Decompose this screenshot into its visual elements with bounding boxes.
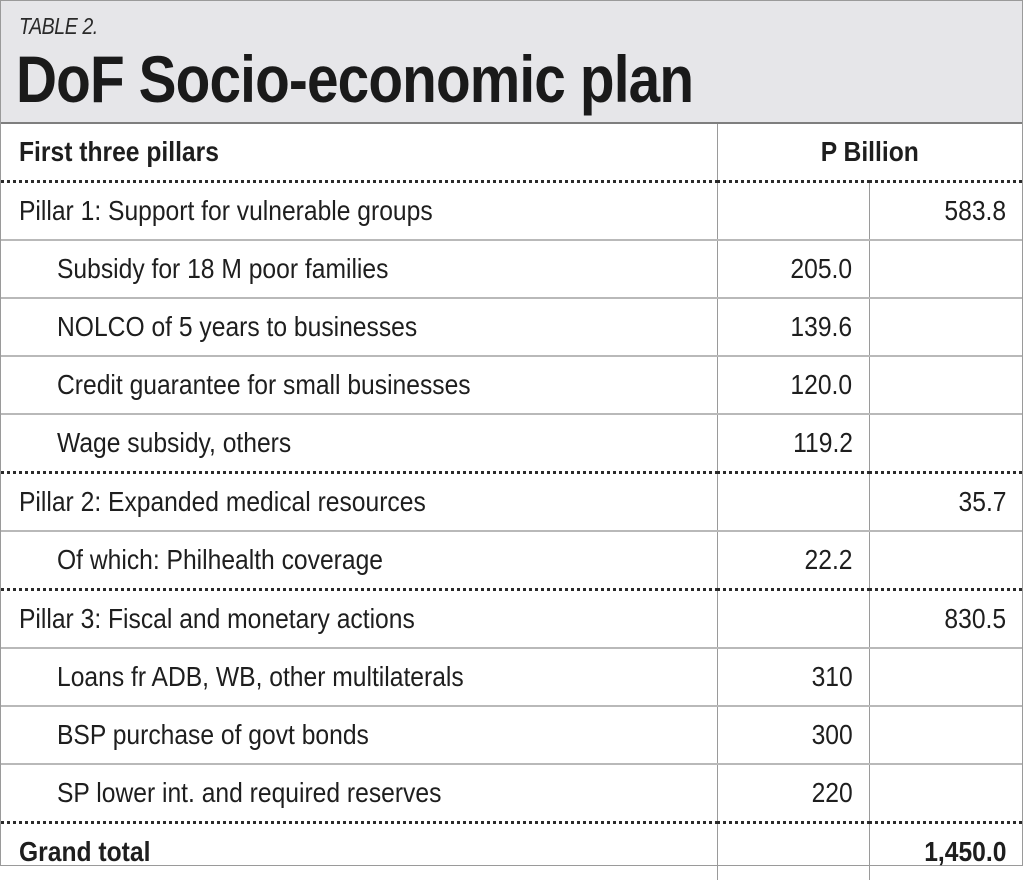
component-value: 300	[717, 706, 869, 764]
component-value	[717, 182, 869, 241]
pillar-total-value	[869, 648, 1022, 706]
row-label: BSP purchase of govt bonds	[1, 706, 717, 764]
component-value: 205.0	[717, 240, 869, 298]
grand-total-value: 1,450.0	[869, 823, 1022, 880]
row-label: Of which: Philhealth coverage	[1, 531, 717, 590]
socio-economic-plan-table: First three pillars P Billion Pillar 1: …	[1, 124, 1022, 880]
pillar-total-value	[869, 706, 1022, 764]
pillar-total-value	[869, 356, 1022, 414]
component-value: 119.2	[717, 414, 869, 473]
column-header-pillars: First three pillars	[1, 124, 717, 182]
table-number: TABLE 2.	[19, 13, 98, 40]
row-label: Pillar 3: Fiscal and monetary actions	[1, 590, 717, 649]
row-label: NOLCO of 5 years to businesses	[1, 298, 717, 356]
component-value: 139.6	[717, 298, 869, 356]
column-header-row: First three pillars P Billion	[1, 124, 1022, 182]
pillar-row: Pillar 1: Support for vulnerable groups 5…	[1, 182, 1022, 241]
pillar-total-value	[869, 531, 1022, 590]
table-header: TABLE 2. DoF Socio-economic plan	[1, 1, 1022, 124]
pillar-total-value	[869, 298, 1022, 356]
pillar-row: Pillar 3: Fiscal and monetary actions 830…	[1, 590, 1022, 649]
pillar-total-value	[869, 240, 1022, 298]
grand-total-row: Grand total 1,450.0	[1, 823, 1022, 880]
grand-total-component-cell	[717, 823, 869, 880]
column-header-unit: P Billion	[717, 124, 1022, 182]
row-label: Subsidy for 18 M poor families	[1, 240, 717, 298]
component-value	[717, 473, 869, 532]
row-label: Loans fr ADB, WB, other multilaterals	[1, 648, 717, 706]
row-label: Wage subsidy, others	[1, 414, 717, 473]
pillar-total-value: 830.5	[869, 590, 1022, 649]
pillar-total-value: 35.7	[869, 473, 1022, 532]
component-value: 220	[717, 764, 869, 823]
component-value: 22.2	[717, 531, 869, 590]
pillar-total-value: 583.8	[869, 182, 1022, 241]
pillar-total-value	[869, 764, 1022, 823]
row-label: Pillar 1: Support for vulnerable groups	[1, 182, 717, 241]
row-label: Pillar 2: Expanded medical resources	[1, 473, 717, 532]
pillar-total-value	[869, 414, 1022, 473]
component-value: 120.0	[717, 356, 869, 414]
component-value: 310	[717, 648, 869, 706]
component-value	[717, 590, 869, 649]
grand-total-label: Grand total	[1, 823, 717, 880]
table-title: DoF Socio-economic plan	[16, 41, 693, 117]
row-label: Credit guarantee for small businesses	[1, 356, 717, 414]
pillar-row: Pillar 2: Expanded medical resources 35.7	[1, 473, 1022, 532]
row-label: SP lower int. and required reserves	[1, 764, 717, 823]
